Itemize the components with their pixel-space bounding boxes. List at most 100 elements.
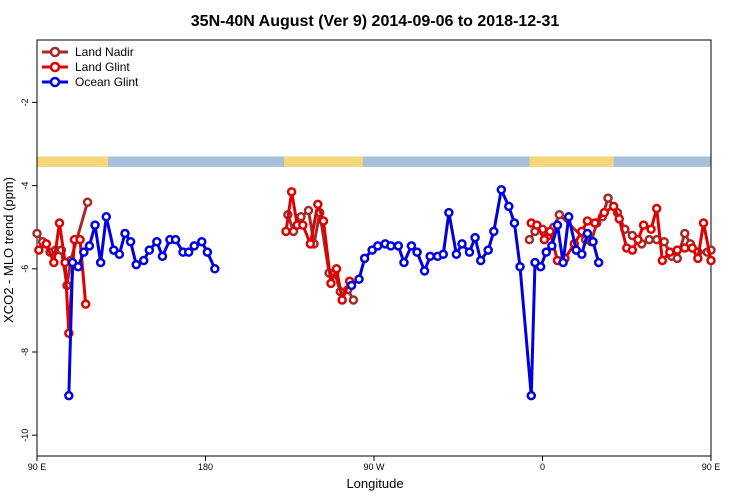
- legend-label: Ocean Glint: [75, 75, 139, 89]
- land-ocean-strip: [37, 156, 711, 167]
- series-land-glint: [34, 187, 716, 339]
- ocean-glint-segment: [67, 261, 75, 398]
- ocean-glint-point: [120, 228, 130, 239]
- ocean-glint-point: [393, 241, 404, 251]
- land-glint-point: [305, 239, 316, 249]
- ocean-glint-point: [170, 234, 181, 245]
- ocean-glint-segment: [567, 215, 578, 252]
- land-nadir-segment: [306, 209, 316, 246]
- legend-marker: [49, 46, 61, 58]
- ocean-glint-point: [131, 259, 141, 270]
- series-ocean-glint: [64, 185, 604, 401]
- land-glint-point: [539, 234, 550, 245]
- land-nadir-point: [303, 205, 314, 216]
- ocean-glint-point: [406, 241, 417, 251]
- land-nadir-point: [680, 228, 690, 239]
- ocean-glint-point: [582, 228, 593, 239]
- ocean-glint-point: [425, 251, 435, 262]
- land-glint-segment: [617, 217, 629, 250]
- land-glint-segment: [655, 206, 664, 262]
- land-glint-point: [599, 207, 610, 218]
- ocean-glint-point: [114, 249, 125, 259]
- ocean-glint-point: [419, 266, 430, 276]
- land-glint-point: [80, 299, 91, 309]
- ocean-glint-point: [412, 247, 422, 257]
- ocean-band: [37, 156, 711, 167]
- ocean-glint-point: [509, 218, 520, 228]
- legend-item-land-nadir: Land Nadir: [42, 45, 134, 59]
- land-glint-point: [687, 243, 698, 253]
- legend-item-land-glint: Land Glint: [42, 60, 130, 74]
- ocean-glint-point: [577, 249, 587, 259]
- land-glint-point: [331, 264, 342, 274]
- land-nadir-point: [82, 197, 93, 207]
- ocean-glint-point: [372, 241, 383, 251]
- land-nadir-point: [296, 212, 306, 222]
- ocean-glint-point: [558, 257, 568, 268]
- legend-marker: [49, 61, 61, 73]
- x-tick-label: 180: [198, 462, 213, 472]
- ocean-glint-point: [197, 237, 207, 247]
- land-glint-point: [532, 220, 542, 230]
- land-glint-point: [337, 295, 347, 305]
- land-glint-point: [693, 253, 703, 264]
- land-glint-point: [590, 218, 600, 228]
- land-glint-point: [638, 220, 649, 230]
- land-band-1: [284, 156, 363, 167]
- y-axis-label: XCO2 - MLO trend (ppm): [1, 177, 16, 323]
- ocean-glint-point: [152, 237, 162, 247]
- ocean-glint-point: [552, 220, 563, 230]
- land-glint-point: [646, 224, 656, 235]
- ocean-glint-point: [157, 251, 168, 262]
- land-glint-point: [298, 220, 308, 230]
- land-glint-segment: [52, 221, 61, 265]
- legend-label: Land Nadir: [75, 45, 134, 59]
- ocean-glint-point: [547, 241, 557, 251]
- land-glint-point: [627, 245, 638, 255]
- ocean-glint-point: [489, 226, 499, 237]
- ocean-glint-point: [563, 212, 574, 222]
- x-tick-label: 90 E: [28, 462, 47, 472]
- land-glint-point: [54, 218, 65, 228]
- land-glint-point: [281, 226, 291, 237]
- ocean-glint-point: [470, 232, 480, 243]
- ocean-glint-segment: [518, 265, 533, 398]
- x-axis-label: Longitude: [346, 476, 403, 491]
- land-glint-segment: [321, 219, 333, 285]
- land-glint-point: [672, 245, 683, 255]
- ocean-glint-point: [138, 255, 149, 266]
- y-tick-label: -8: [20, 348, 30, 356]
- ocean-glint-segment: [447, 211, 458, 256]
- land-nadir-segment: [312, 211, 322, 246]
- land-nadir-point: [672, 253, 683, 264]
- legend-marker: [49, 76, 61, 88]
- ocean-glint-segment: [561, 215, 571, 265]
- x-tick-label: 90 W: [363, 462, 385, 472]
- ocean-glint-point: [101, 212, 112, 222]
- ocean-glint-segment: [441, 211, 451, 256]
- land-glint-point: [614, 214, 625, 224]
- land-glint-point: [680, 243, 690, 253]
- ocean-glint-point: [535, 261, 546, 272]
- ocean-glint-point: [475, 255, 486, 266]
- ocean-glint-point: [64, 390, 74, 401]
- land-nadir-point: [524, 234, 535, 245]
- ocean-glint-point: [496, 185, 507, 195]
- ocean-glint-point: [354, 274, 364, 284]
- ocean-glint-point: [504, 201, 514, 212]
- ocean-glint-point: [79, 247, 89, 257]
- legend-label: Land Glint: [75, 60, 130, 74]
- ocean-glint-point: [451, 249, 462, 259]
- axes: 90 E 180 90 W 0 90 E -2 -4 -6 -8 -10: [20, 39, 721, 472]
- ocean-glint-point: [457, 239, 467, 249]
- land-band-2: [529, 156, 614, 167]
- ocean-glint-segment: [555, 223, 565, 265]
- x-tick-label: 90 E: [702, 462, 721, 472]
- ocean-glint-point: [526, 390, 537, 401]
- ocean-glint-point: [483, 245, 493, 255]
- land-glint-point: [318, 216, 329, 226]
- ocean-glint-point: [359, 253, 370, 264]
- ocean-glint-segment: [529, 261, 537, 398]
